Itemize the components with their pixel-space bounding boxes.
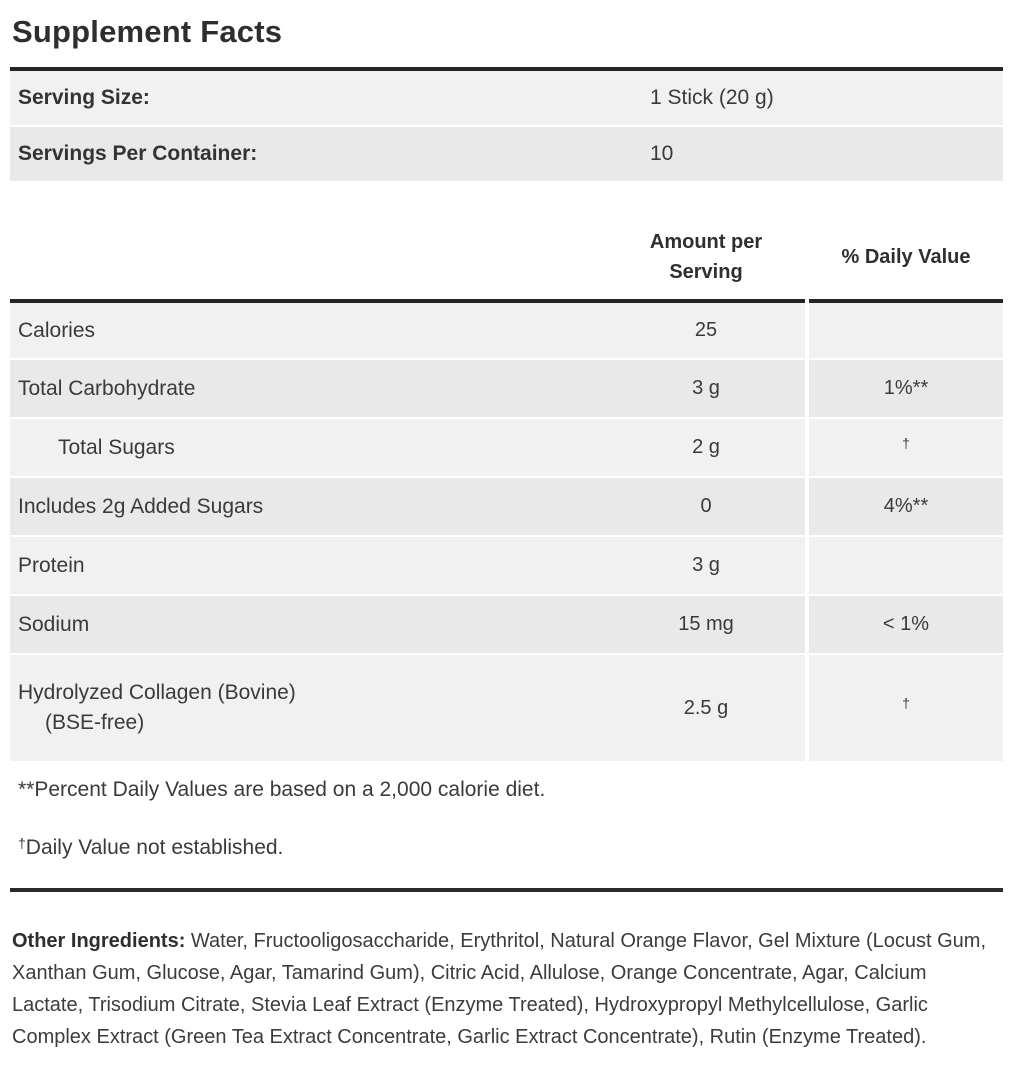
table-row-sodium: Sodium 15 mg < 1% — [10, 594, 1003, 653]
nutrition-table-body: Calories 25 Total Carbohydrate 3 g 1%** … — [10, 303, 1003, 761]
page-title: Supplement Facts — [12, 14, 283, 49]
table-row-protein: Protein 3 g — [10, 535, 1003, 594]
section-divider — [10, 888, 1003, 892]
other-ingredients-label: Other Ingredients: — [12, 930, 186, 952]
other-ingredients: Other Ingredients: Water, Fructooligosac… — [10, 925, 997, 1053]
serving-info-table: Serving Size: 1 Stick (20 g) Servings Pe… — [10, 67, 1003, 181]
footnote-dv-not-established: †Daily Value not established. — [18, 835, 284, 859]
nutrition-table-header: Amount per Serving % Daily Value — [10, 181, 1003, 303]
header-amount-per-serving: Amount per Serving — [607, 181, 805, 303]
table-row-added-sugars: Includes 2g Added Sugars 0 4%** — [10, 476, 1003, 535]
serving-size-row: Serving Size: 1 Stick (20 g) — [10, 71, 1003, 125]
servings-per-container-row: Servings Per Container: 10 — [10, 125, 1003, 181]
table-row-total-carbohydrate: Total Carbohydrate 3 g 1%** — [10, 358, 1003, 417]
footnotes: **Percent Daily Values are based on a 2,… — [10, 761, 1003, 861]
servings-per-container-label: Servings Per Container: — [10, 125, 650, 181]
serving-size-value: 1 Stick (20 g) — [650, 71, 1003, 125]
table-row-calories: Calories 25 — [10, 303, 1003, 358]
table-row-hydrolyzed-collagen: Hydrolyzed Collagen (Bovine) (BSE-free) … — [10, 653, 1003, 761]
servings-per-container-value: 10 — [650, 125, 1003, 181]
header-empty-cell — [10, 181, 607, 303]
header-column-gap — [805, 181, 809, 303]
other-ingredients-text: Water, Fructooligosaccharide, Erythritol… — [12, 930, 987, 1048]
supplement-facts-panel: Supplement Facts Serving Size: 1 Stick (… — [0, 14, 1015, 1053]
table-row-total-sugars: Total Sugars 2 g † — [10, 417, 1003, 476]
footnote-daily-values: **Percent Daily Values are based on a 2,… — [18, 778, 546, 801]
header-daily-value: % Daily Value — [809, 181, 1003, 303]
serving-size-label: Serving Size: — [10, 71, 650, 125]
